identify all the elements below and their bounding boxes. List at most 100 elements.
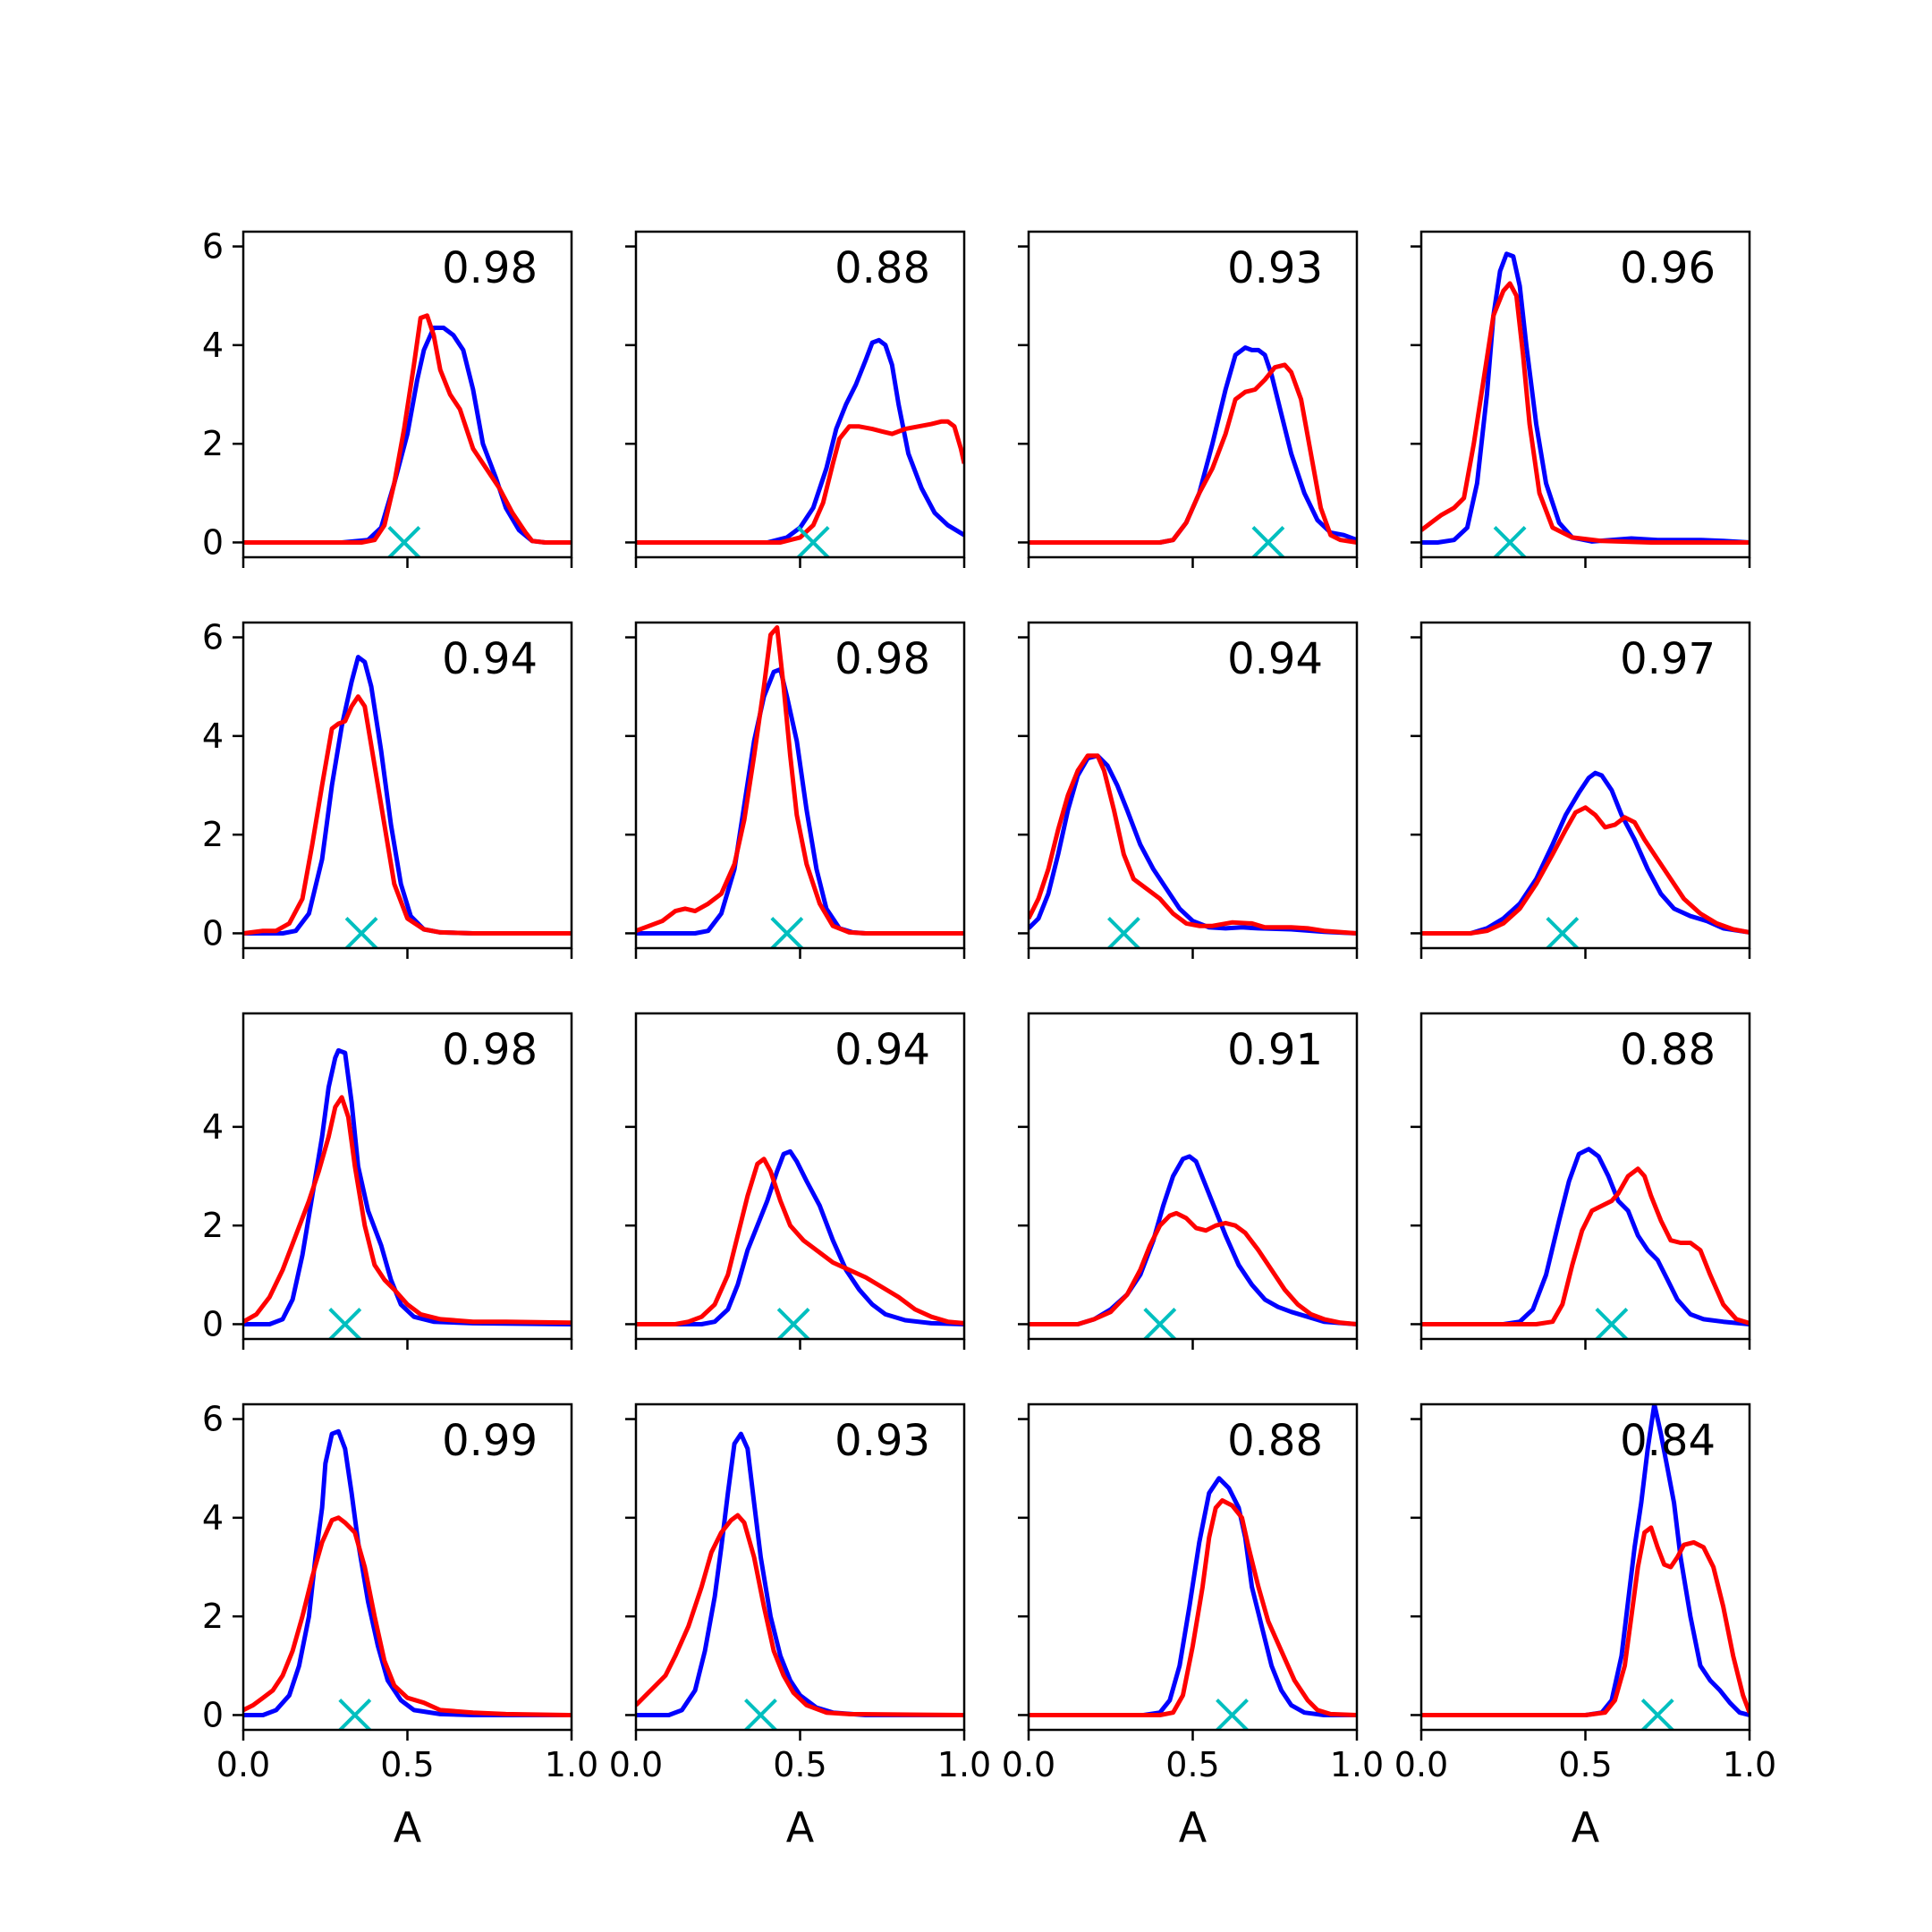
blue-density-line xyxy=(243,655,572,936)
x-tick-label: 1.0 xyxy=(545,1745,598,1784)
x-marker xyxy=(1107,917,1140,948)
score-label: 0.94 xyxy=(1227,634,1323,684)
x-marker xyxy=(328,1308,362,1339)
blue-density-line xyxy=(1029,1476,1357,1717)
y-tick-label: 4 xyxy=(202,716,224,756)
panel-15: 0.0 0.5 1.0 A 0.88 xyxy=(1002,1402,1384,1852)
panel-3: 0.93 xyxy=(1018,230,1359,568)
y-tick-label: 4 xyxy=(202,1498,224,1538)
blue-density-line xyxy=(1421,251,1750,545)
blue-density-line xyxy=(636,337,964,545)
x-marker xyxy=(796,526,830,557)
panel-10: 0.94 xyxy=(625,1012,966,1350)
x-marker xyxy=(1595,1308,1629,1339)
score-label: 0.93 xyxy=(1227,243,1323,293)
plot-area xyxy=(1029,753,1357,948)
score-label: 0.99 xyxy=(442,1416,538,1466)
x-tick-label: 0.5 xyxy=(1165,1745,1219,1784)
score-label: 0.91 xyxy=(1227,1025,1323,1075)
x-marker xyxy=(776,1308,810,1339)
x-marker xyxy=(1640,1699,1674,1730)
plot-area xyxy=(1421,251,1750,557)
blue-density-line xyxy=(1029,753,1357,936)
x-tick-label: 0.5 xyxy=(773,1745,826,1784)
blue-density-line xyxy=(1421,770,1750,936)
y-tick-label: 4 xyxy=(202,326,224,365)
blue-density-line xyxy=(243,1428,572,1717)
plot-area xyxy=(1029,1154,1357,1339)
plot-area xyxy=(1421,1147,1750,1339)
red-density-line xyxy=(1421,1525,1750,1717)
red-density-line xyxy=(1421,281,1750,545)
red-density-line xyxy=(1421,805,1750,936)
y-tick-label: 6 xyxy=(202,227,224,267)
x-tick-label: 1.0 xyxy=(1723,1745,1776,1784)
plot-area xyxy=(243,655,572,948)
score-label: 0.98 xyxy=(835,634,930,684)
x-tick-label: 0.0 xyxy=(609,1745,663,1784)
score-label: 0.88 xyxy=(1227,1416,1323,1466)
panel-13: 0 2 4 6 0.0 0.5 1.0 A 0.99 xyxy=(202,1400,598,1852)
red-density-line xyxy=(636,1513,964,1717)
score-label: 0.94 xyxy=(835,1025,930,1075)
y-tick-label: 2 xyxy=(202,424,224,463)
red-density-line xyxy=(1029,362,1357,545)
score-label: 0.88 xyxy=(835,243,930,293)
plot-area xyxy=(243,1428,572,1730)
x-axis-label: A xyxy=(394,1803,422,1852)
x-axis-label: A xyxy=(1572,1803,1600,1852)
x-marker xyxy=(1546,917,1580,948)
x-marker xyxy=(770,917,804,948)
red-density-line xyxy=(636,419,964,545)
y-tick-label: 0 xyxy=(202,522,224,562)
x-tick-label: 1.0 xyxy=(1330,1745,1384,1784)
red-density-line xyxy=(243,1095,572,1326)
panel-16: 0.0 0.5 1.0 A 0.84 xyxy=(1394,1402,1776,1852)
blue-density-line xyxy=(636,1148,964,1326)
x-marker xyxy=(1143,1308,1177,1339)
score-label: 0.98 xyxy=(442,1025,538,1075)
x-marker xyxy=(344,917,378,948)
x-tick-label: 0.5 xyxy=(1558,1745,1612,1784)
panel-2: 0.88 xyxy=(625,230,966,568)
x-marker xyxy=(744,1699,777,1730)
x-axis-label: A xyxy=(1179,1803,1208,1852)
score-label: 0.96 xyxy=(1620,243,1716,293)
plot-area xyxy=(636,625,964,948)
red-density-line xyxy=(636,625,964,936)
y-tick-label: 2 xyxy=(202,815,224,854)
score-label: 0.97 xyxy=(1620,634,1716,684)
y-tick-label: 2 xyxy=(202,1206,224,1245)
blue-density-line xyxy=(636,666,964,936)
red-density-line xyxy=(243,313,572,545)
score-label: 0.98 xyxy=(442,243,538,293)
x-marker xyxy=(338,1699,372,1730)
score-label: 0.88 xyxy=(1620,1025,1716,1075)
panel-14: 0.0 0.5 1.0 A 0.93 xyxy=(609,1402,991,1852)
score-label: 0.94 xyxy=(442,634,538,684)
plot-area xyxy=(1421,1404,1750,1730)
x-marker xyxy=(1251,526,1285,557)
panel-12: 0.88 xyxy=(1411,1012,1751,1350)
score-label: 0.93 xyxy=(835,1416,930,1466)
y-tick-label: 0 xyxy=(202,1304,224,1343)
y-tick-label: 6 xyxy=(202,618,224,657)
x-axis-label: A xyxy=(786,1803,815,1852)
blue-density-line xyxy=(243,1047,572,1326)
plot-area xyxy=(1029,1476,1357,1730)
x-tick-label: 0.0 xyxy=(1002,1745,1055,1784)
blue-density-line xyxy=(1029,1154,1357,1326)
x-marker xyxy=(1493,526,1527,557)
panel-5: 0 2 4 6 0.94 xyxy=(202,618,573,959)
plot-area xyxy=(636,1148,964,1339)
panel-9: 0 2 4 0.98 xyxy=(202,1012,573,1350)
x-tick-label: 0.0 xyxy=(216,1745,270,1784)
red-density-line xyxy=(1421,1166,1750,1326)
red-density-line xyxy=(243,694,572,936)
plot-area xyxy=(243,313,572,557)
panel-6: 0.98 xyxy=(625,621,966,959)
plot-area xyxy=(636,337,964,557)
y-tick-label: 2 xyxy=(202,1597,224,1636)
panel-1: 0 2 4 6 0.98 xyxy=(202,227,573,568)
